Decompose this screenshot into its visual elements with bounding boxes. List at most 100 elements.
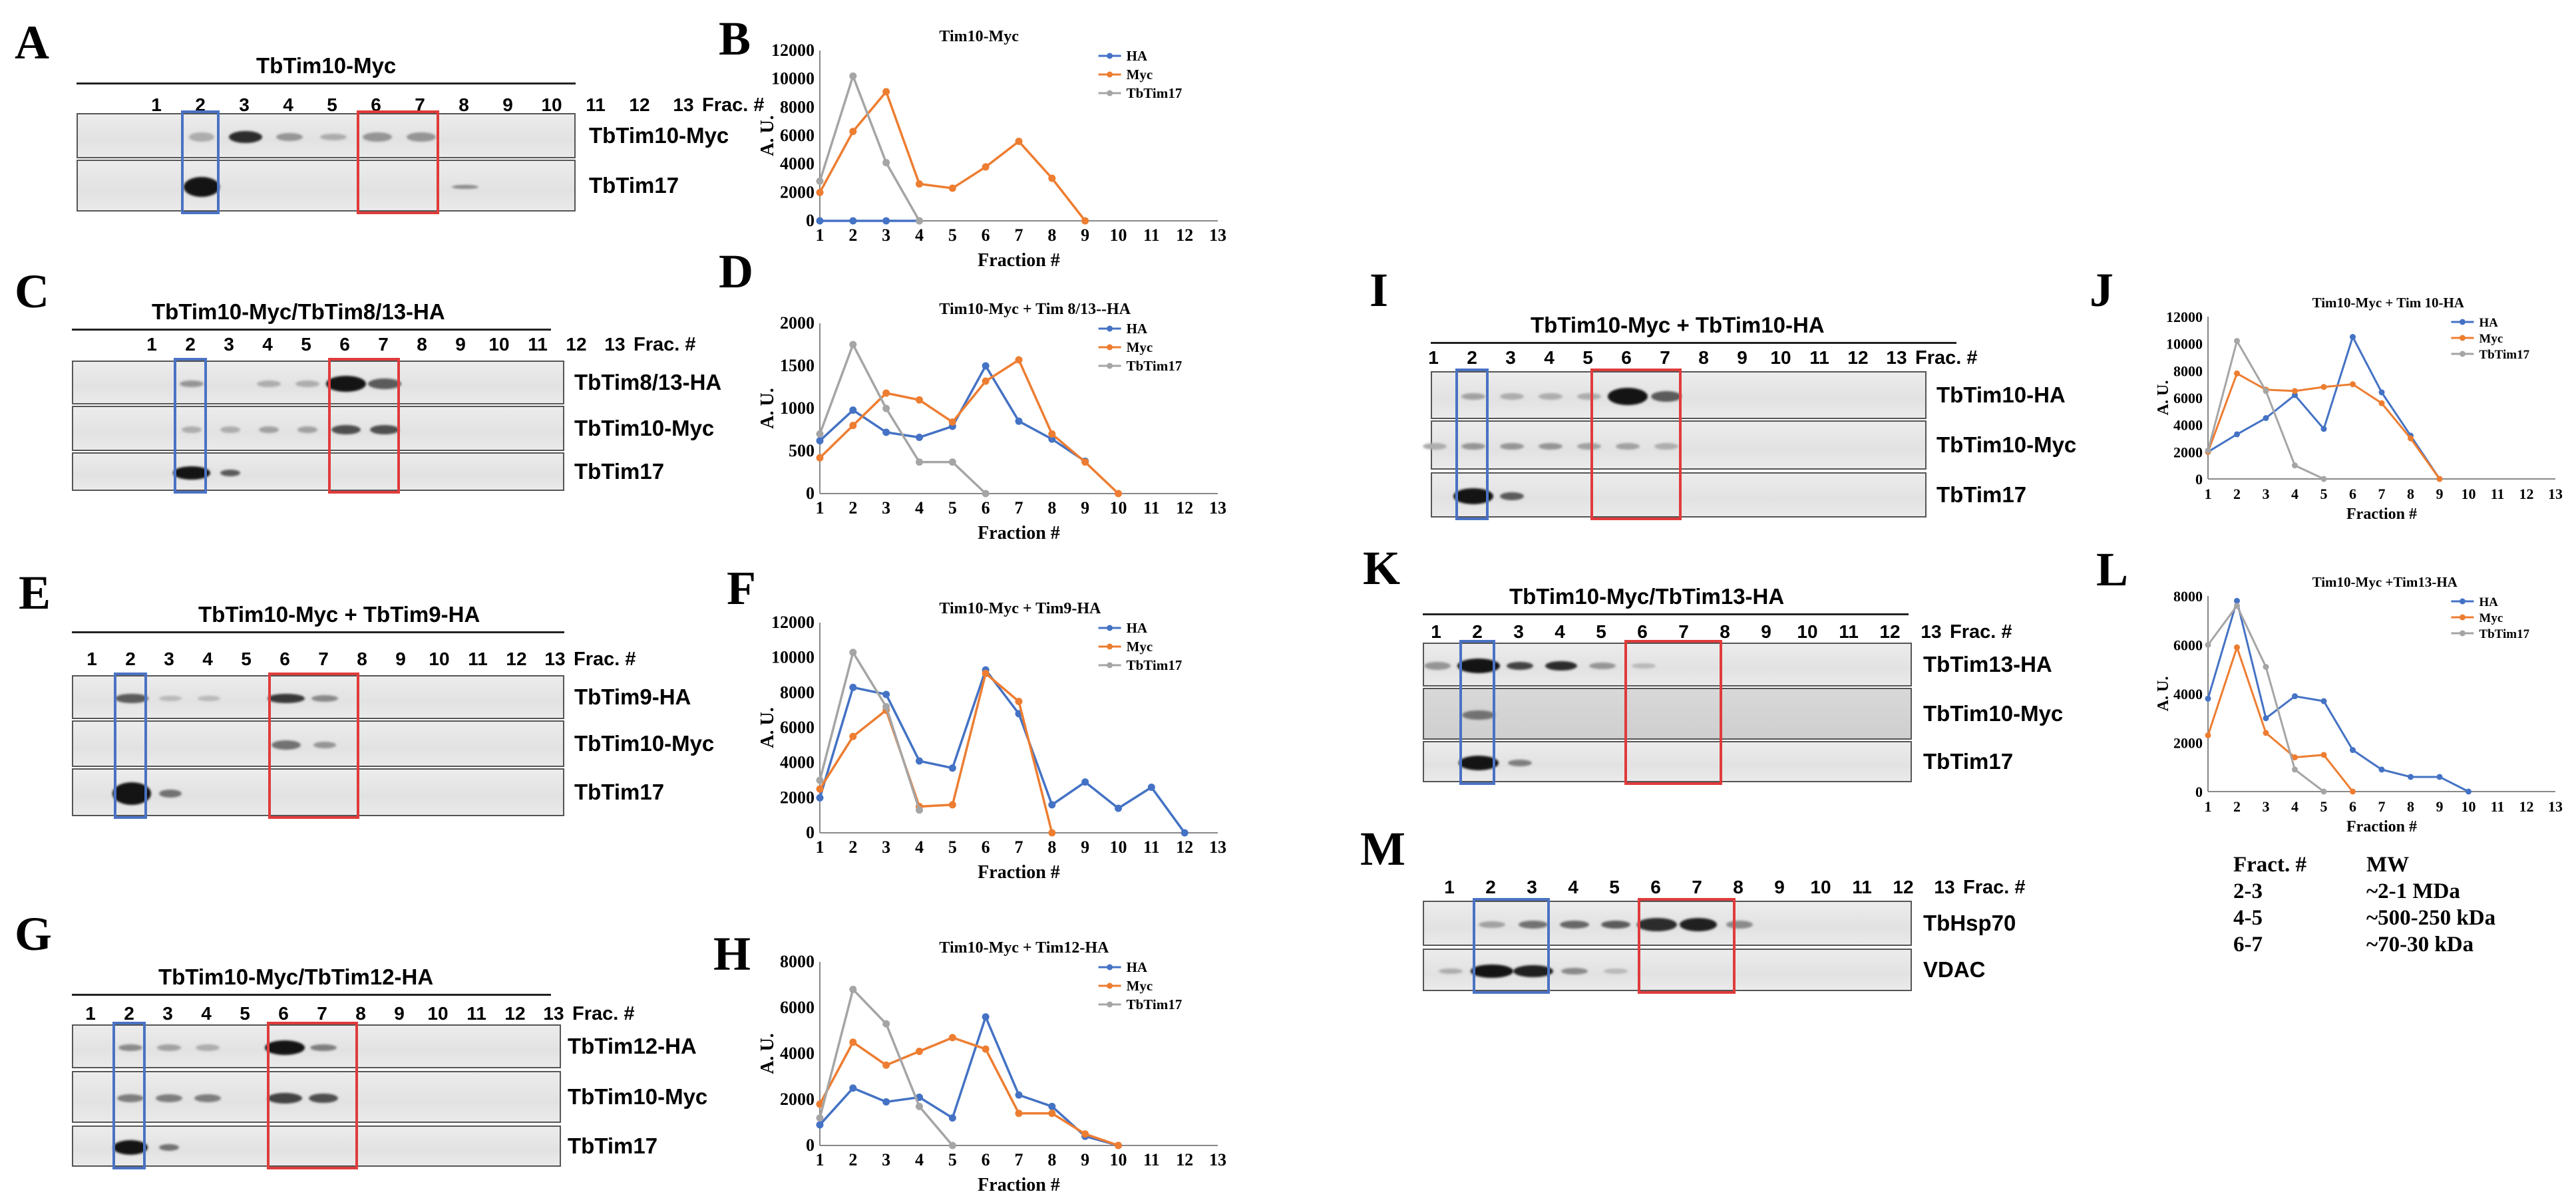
data-point-ha — [849, 1084, 857, 1092]
blue-box-highlight — [181, 110, 220, 214]
protein-band — [363, 132, 392, 142]
y-tick-label: 0 — [806, 1135, 815, 1155]
data-point-myc — [849, 128, 857, 136]
x-tick-label: 6 — [2349, 486, 2356, 502]
x-tick-label: 13 — [1209, 226, 1226, 245]
y-tick-label: 2000 — [780, 788, 815, 807]
lane-number: 8 — [1720, 621, 1730, 642]
protein-band — [1601, 921, 1630, 929]
frac-label: Frac. # — [574, 649, 636, 670]
protein-band — [182, 426, 202, 433]
x-tick-label: 3 — [2263, 798, 2270, 815]
protein-band — [313, 742, 336, 748]
lane-number: 1 — [151, 94, 162, 115]
legend-label: Myc — [2479, 332, 2503, 346]
lane-number: 9 — [1761, 621, 1771, 642]
legend-marker — [2459, 614, 2466, 621]
panel-letter-k: K — [1363, 541, 1401, 595]
data-point-myc — [948, 801, 956, 809]
y-axis-label: A. U. — [759, 1033, 778, 1074]
frac-label: Frac. # — [702, 94, 765, 116]
legend-marker — [2459, 335, 2466, 341]
data-point-tbtim17 — [2205, 642, 2211, 648]
blue-box-highlight — [1455, 369, 1489, 520]
data-point-tbtim17 — [2320, 476, 2327, 482]
lane-number: 11 — [528, 334, 548, 355]
data-point-ha — [816, 437, 824, 445]
blot-strip — [1423, 688, 1912, 740]
legend-marker — [2459, 319, 2466, 325]
mw-row-mw: ~2-1 MDa — [2366, 879, 2460, 903]
data-point-ha — [2350, 334, 2356, 340]
protein-band — [1513, 965, 1553, 977]
series-line-ha — [819, 667, 1186, 834]
y-tick-label: 8000 — [780, 952, 815, 971]
data-point-myc — [2263, 730, 2269, 736]
blot-row-label: TbTim17 — [568, 1133, 658, 1158]
mw-header-mw: MW — [2366, 853, 2410, 877]
legend-label: TbTim17 — [1127, 996, 1183, 1012]
lane-number: 9 — [502, 94, 513, 115]
data-point-myc — [1081, 458, 1089, 466]
lane-number: 9 — [395, 649, 406, 669]
data-point-ha — [882, 217, 890, 225]
data-point-myc — [982, 163, 990, 171]
protein-band — [259, 426, 279, 433]
x-tick-label: 10 — [1110, 1150, 1127, 1169]
blot-row-label: TbTim10-Myc — [574, 731, 715, 756]
lane-number: 6 — [1650, 877, 1661, 897]
line-chart-j: Tim10-Myc + Tim 10-HA 0 2000 4000 6000 8000 10… — [2156, 295, 2563, 523]
x-tick-label: 1 — [2205, 486, 2212, 502]
blot-title-rule — [1431, 342, 1956, 344]
blot-title: TbTim10-Myc + TbTim10-HA — [1531, 313, 1825, 337]
lane-number: 13 — [543, 1003, 564, 1024]
x-tick-label: 12 — [2519, 486, 2534, 502]
data-point-myc — [816, 188, 824, 196]
y-tick-label: 2000 — [780, 182, 815, 202]
data-point-ha — [1015, 417, 1023, 425]
lane-number: 6 — [1637, 621, 1648, 642]
legend-marker — [1107, 662, 1113, 669]
protein-band — [1577, 443, 1601, 450]
legend-label: TbTim17 — [2479, 627, 2529, 641]
data-point-myc — [882, 88, 890, 96]
protein-band — [452, 185, 478, 189]
panel-letter-l: L — [2096, 543, 2129, 596]
protein-band — [268, 1093, 302, 1104]
x-tick-label: 11 — [1143, 1150, 1160, 1169]
protein-band — [1500, 393, 1524, 400]
data-point-myc — [1015, 698, 1023, 705]
legend-marker — [1107, 90, 1113, 96]
lane-number: 1 — [1444, 877, 1455, 897]
blot-row-label: TbTim12-HA — [568, 1034, 697, 1058]
lane-number: 9 — [455, 334, 466, 355]
blue-box-highlight — [112, 1022, 146, 1169]
blot-strip — [72, 1071, 561, 1123]
chart-title: Tim10-Myc + Tim12-HA — [939, 939, 1109, 957]
x-tick-label: 5 — [948, 498, 957, 518]
y-tick-label: 10000 — [771, 648, 815, 667]
lane-number: 11 — [468, 649, 488, 669]
lane-number: 3 — [224, 334, 234, 355]
data-point-myc — [816, 454, 824, 462]
panel-letter-h: H — [713, 927, 751, 980]
protein-band — [1500, 492, 1524, 500]
protein-band — [295, 380, 319, 387]
blot-panel-k: TbTim10-Myc/TbTim13-HA 1 2 3 4 5 6 7 8 9 10 11 12 13 F… — [1423, 584, 2063, 824]
series-line-tbtim17 — [819, 341, 987, 495]
protein-band — [276, 133, 303, 141]
blot-title-rule — [72, 329, 551, 331]
data-point-myc — [982, 377, 990, 385]
x-tick-label: 10 — [1110, 498, 1127, 518]
data-point-ha — [2408, 774, 2414, 780]
x-tick-label: 8 — [1047, 837, 1056, 857]
protein-band — [220, 426, 240, 433]
x-axis-label: Fraction # — [2346, 506, 2417, 523]
data-point-myc — [2234, 644, 2240, 651]
blot-title: TbTim10-Myc — [256, 53, 397, 78]
data-point-ha — [882, 1098, 890, 1106]
blot-strip — [1423, 420, 1927, 470]
lane-number: 4 — [283, 94, 293, 115]
lane-number: 7 — [318, 649, 329, 669]
x-tick-label: 7 — [1015, 837, 1023, 857]
